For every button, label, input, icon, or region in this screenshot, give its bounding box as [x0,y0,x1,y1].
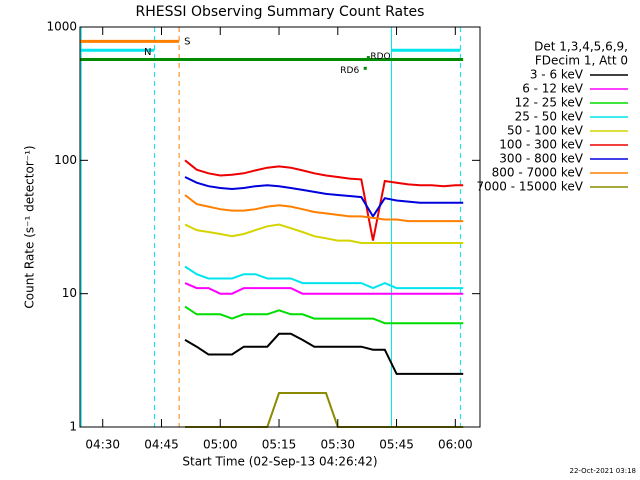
series-line [184,194,464,223]
y-tick-label: 100 [54,153,77,167]
footer: 22-Oct-2021 03:18 [570,467,636,475]
flag-label: S [184,36,190,47]
flag-label: N [144,47,151,58]
legend-label: 12 - 25 keV [515,96,584,110]
legend-label: 100 - 300 keV [499,138,583,152]
series-line [184,332,464,375]
marker [363,66,367,70]
y-tick-label: 1000 [46,20,77,34]
legend-label: 7000 - 15000 keV [476,180,583,194]
x-tick-label: 05:30 [320,438,355,452]
x-tick-label: 05:15 [262,438,297,452]
y-tick-label: 1 [69,420,77,434]
x-axis-label: Start Time (02-Sep-13 04:26:42) [182,455,377,469]
series-line [184,265,464,290]
legend-label: 3 - 6 keV [530,68,584,82]
marker-label: RD6 [340,66,359,76]
legend-label: 50 - 100 keV [507,124,584,138]
x-tick-label: 05:45 [379,438,414,452]
x-tick-label: 04:45 [144,438,179,452]
legend-label: 6 - 12 keV [522,82,584,96]
series-line [184,305,464,325]
x-tick-label: 06:00 [438,438,473,452]
chart-title: RHESSI Observing Summary Count Rates [136,4,425,20]
x-tick-label: 04:30 [85,438,120,452]
y-axis-label: Count Rate (s⁻¹ detector⁻¹) [23,145,37,308]
series-line [184,159,464,241]
x-tick-label: 05:00 [203,438,238,452]
y-tick-label: 10 [62,286,77,300]
plot-frame [79,26,481,428]
marker [366,56,370,60]
legend-label: 300 - 800 keV [499,152,583,166]
legend-label: 25 - 50 keV [515,110,584,124]
legend-header: FDecim 1, Att 0 [535,54,628,68]
legend-label: 800 - 7000 keV [492,166,584,180]
series-line [184,223,464,244]
series-line [184,282,464,295]
series-line [184,176,464,219]
marker-label: RDO [370,52,390,62]
legend-header: Det 1,3,4,5,6,9, [534,40,628,54]
